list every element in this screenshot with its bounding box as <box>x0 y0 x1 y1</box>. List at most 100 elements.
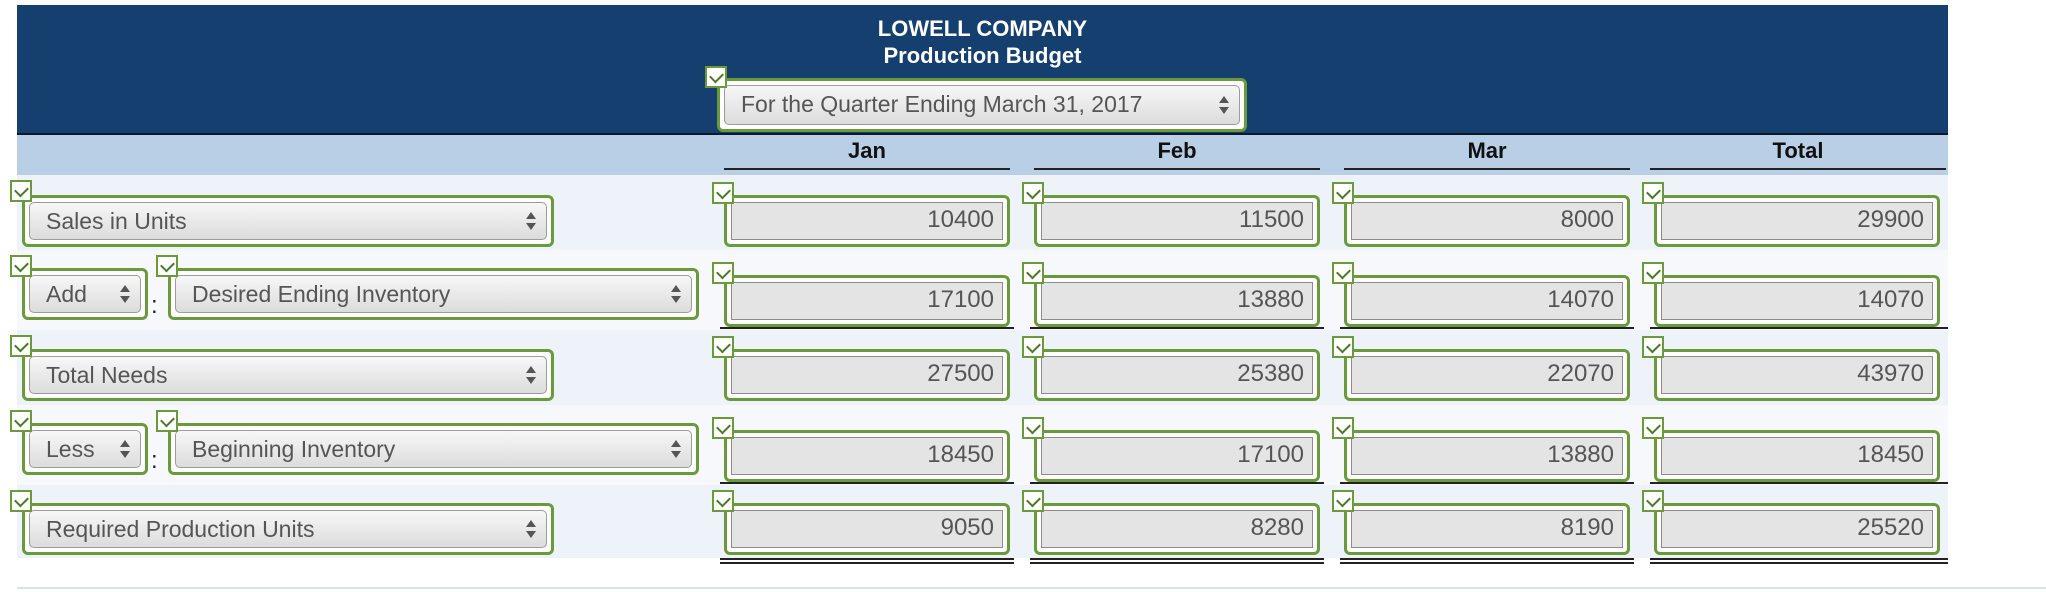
value-text: 29900 <box>1661 202 1933 240</box>
check-icon <box>1022 262 1044 284</box>
colon-separator: : <box>151 292 158 319</box>
subtotal-underline <box>1650 327 1948 329</box>
subtotal-underline <box>720 482 1014 484</box>
value-input-total[interactable]: 18450 <box>1654 430 1940 482</box>
period-select-value: For the Quarter Ending March 31, 2017 <box>741 91 1143 117</box>
value-input-feb[interactable]: 11500 <box>1034 195 1320 247</box>
period-select[interactable]: For the Quarter Ending March 31, 2017 <box>717 78 1247 132</box>
check-icon <box>10 410 32 432</box>
total-double-underline <box>720 558 1014 564</box>
check-icon <box>1022 182 1044 204</box>
subtotal-underline <box>1650 482 1948 484</box>
select-arrows-icon <box>1219 95 1229 115</box>
check-icon <box>1332 336 1354 358</box>
select-arrows-icon <box>671 439 681 459</box>
row-label-select-total-needs[interactable]: Total Needs <box>22 349 554 401</box>
value-text: 8190 <box>1351 510 1623 548</box>
value-input-total[interactable]: 43970 <box>1654 349 1940 401</box>
select-arrows-icon <box>526 365 536 385</box>
column-header-feb: Feb <box>1034 138 1320 170</box>
value-text: 13880 <box>1351 437 1623 475</box>
footer-divider <box>17 587 2046 589</box>
row-label: Sales in Units <box>46 208 187 234</box>
header-divider <box>17 133 1948 135</box>
value-input-jan[interactable]: 18450 <box>724 430 1010 482</box>
check-icon <box>712 262 734 284</box>
report-title: Production Budget <box>883 43 1082 68</box>
value-input-jan[interactable]: 10400 <box>724 195 1010 247</box>
value-input-mar[interactable]: 8000 <box>1344 195 1630 247</box>
check-icon <box>705 66 727 88</box>
row-label-select-required-production[interactable]: Required Production Units <box>22 503 554 555</box>
check-icon <box>1332 262 1354 284</box>
row-label: Required Production Units <box>46 516 315 542</box>
check-icon <box>1642 336 1664 358</box>
row-label: Beginning Inventory <box>192 436 396 462</box>
value-text: 18450 <box>1661 437 1933 475</box>
total-double-underline <box>1340 558 1634 564</box>
column-header-total: Total <box>1650 138 1946 170</box>
check-icon <box>1022 417 1044 439</box>
total-double-underline <box>1030 558 1324 564</box>
value-text: 25520 <box>1661 510 1933 548</box>
row-prefix: Add <box>46 281 87 307</box>
value-input-jan[interactable]: 17100 <box>724 275 1010 327</box>
value-text: 9050 <box>731 510 1003 548</box>
colon-separator: : <box>151 447 158 474</box>
check-icon <box>1642 490 1664 512</box>
row-label: Total Needs <box>46 362 168 388</box>
row-label-select-sales[interactable]: Sales in Units <box>22 195 554 247</box>
row-label-select-beginning-inventory[interactable]: Beginning Inventory <box>168 423 699 475</box>
check-icon <box>156 410 178 432</box>
check-icon <box>1332 182 1354 204</box>
value-text: 25380 <box>1041 356 1313 394</box>
value-text: 27500 <box>731 356 1003 394</box>
check-icon <box>10 335 32 357</box>
value-input-jan[interactable]: 27500 <box>724 349 1010 401</box>
subtotal-underline <box>1340 482 1634 484</box>
check-icon <box>1332 417 1354 439</box>
check-icon <box>1332 490 1354 512</box>
value-text: 11500 <box>1041 202 1313 240</box>
value-input-mar[interactable]: 22070 <box>1344 349 1630 401</box>
value-text: 18450 <box>731 437 1003 475</box>
subtotal-underline <box>720 327 1014 329</box>
value-input-feb[interactable]: 17100 <box>1034 430 1320 482</box>
column-header-jan: Jan <box>724 138 1010 170</box>
value-text: 14070 <box>1351 282 1623 320</box>
value-text: 17100 <box>731 282 1003 320</box>
check-icon <box>10 180 32 202</box>
check-icon <box>1022 336 1044 358</box>
value-input-total[interactable]: 25520 <box>1654 503 1940 555</box>
check-icon <box>1642 182 1664 204</box>
company-name: LOWELL COMPANY <box>877 16 1088 41</box>
column-header-mar: Mar <box>1344 138 1630 170</box>
row-prefix-select-less[interactable]: Less <box>22 423 148 475</box>
check-icon <box>712 336 734 358</box>
value-input-total[interactable]: 14070 <box>1654 275 1940 327</box>
row-label: Desired Ending Inventory <box>192 281 451 307</box>
value-input-feb[interactable]: 8280 <box>1034 503 1320 555</box>
select-arrows-icon <box>671 284 681 304</box>
select-arrows-icon <box>526 211 536 231</box>
select-arrows-icon <box>120 439 130 459</box>
check-icon <box>1642 417 1664 439</box>
value-input-mar[interactable]: 14070 <box>1344 275 1630 327</box>
check-icon <box>712 490 734 512</box>
value-text: 43970 <box>1661 356 1933 394</box>
subtotal-underline <box>1030 327 1324 329</box>
value-input-jan[interactable]: 9050 <box>724 503 1010 555</box>
value-input-feb[interactable]: 13880 <box>1034 275 1320 327</box>
value-input-total[interactable]: 29900 <box>1654 195 1940 247</box>
row-prefix-select-add[interactable]: Add <box>22 268 148 320</box>
value-input-feb[interactable]: 25380 <box>1034 349 1320 401</box>
check-icon <box>712 417 734 439</box>
row-label-select-ending-inventory[interactable]: Desired Ending Inventory <box>168 268 699 320</box>
row-prefix: Less <box>46 436 95 462</box>
value-text: 17100 <box>1041 437 1313 475</box>
value-input-mar[interactable]: 8190 <box>1344 503 1630 555</box>
select-arrows-icon <box>120 284 130 304</box>
value-text: 14070 <box>1661 282 1933 320</box>
value-input-mar[interactable]: 13880 <box>1344 430 1630 482</box>
select-arrows-icon <box>526 519 536 539</box>
